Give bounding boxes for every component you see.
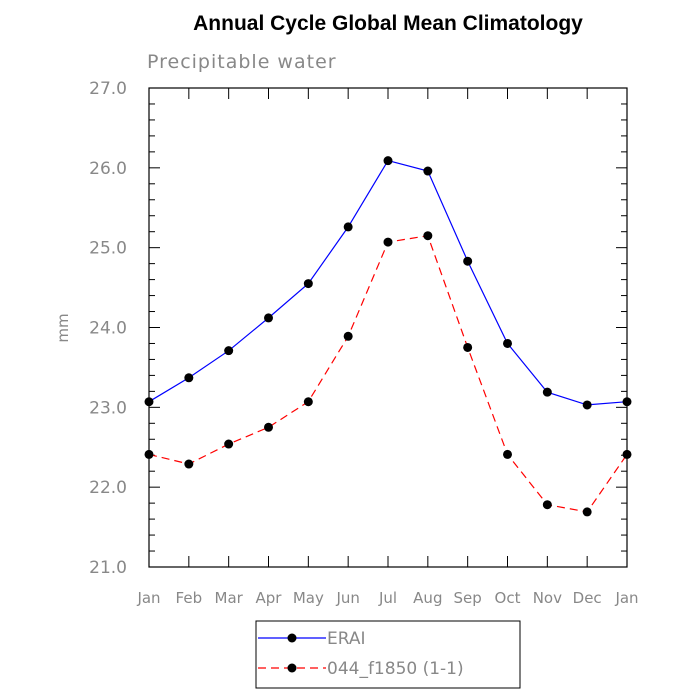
series-1-point bbox=[343, 331, 353, 341]
series-0-point bbox=[503, 338, 512, 348]
y-tick-label: 26.0 bbox=[89, 159, 127, 179]
legend-label-044-f1850: 044_f1850 (1-1) bbox=[327, 659, 464, 679]
y-tick-label: 25.0 bbox=[89, 239, 127, 259]
x-tick-label: Jan bbox=[136, 589, 160, 607]
x-tick-label: Sep bbox=[454, 589, 482, 607]
series-0-point bbox=[582, 400, 592, 410]
y-tick-label: 24.0 bbox=[89, 319, 127, 339]
x-tick-label: Jul bbox=[378, 589, 397, 607]
series-0-point bbox=[264, 313, 273, 323]
x-tick-label: Feb bbox=[176, 589, 203, 607]
x-tick-label: Nov bbox=[533, 589, 562, 607]
series-0-point bbox=[343, 222, 353, 232]
series-0-point bbox=[423, 166, 433, 176]
series-1-point bbox=[503, 449, 512, 459]
series-0-point bbox=[463, 256, 473, 266]
y-tick-label: 22.0 bbox=[89, 478, 127, 498]
y-tick-label: 27.0 bbox=[89, 79, 127, 99]
legend-label-erai: ERAI bbox=[327, 629, 366, 649]
series-1-point bbox=[582, 507, 592, 517]
series-0-point bbox=[303, 279, 313, 289]
series-0-point bbox=[224, 346, 234, 356]
series-line-1 bbox=[148, 235, 628, 513]
x-tick-label: Oct bbox=[495, 589, 521, 607]
legend-marker-erai bbox=[287, 633, 297, 643]
series-1-point bbox=[303, 397, 313, 407]
x-tick-label: Jun bbox=[335, 589, 359, 607]
series-1-point bbox=[224, 439, 234, 449]
y-tick-labels: 21.0 22.0 23.0 24.0 25.0 26.0 27.0 bbox=[89, 79, 127, 578]
series-layer bbox=[144, 156, 632, 517]
chart-title: Annual Cycle Global Mean Climatology bbox=[193, 12, 583, 35]
y-tick-label: 21.0 bbox=[89, 558, 127, 578]
plot-frame bbox=[148, 87, 628, 568]
x-tick-label: Apr bbox=[256, 589, 283, 607]
series-1-point bbox=[264, 422, 273, 432]
series-0-point bbox=[383, 156, 393, 166]
series-1-point bbox=[184, 459, 194, 469]
chart-subtitle: Precipitable water bbox=[147, 51, 337, 73]
x-tick-label: Aug bbox=[413, 589, 442, 607]
legend-marker-044-f1850 bbox=[287, 663, 297, 673]
series-1-point bbox=[423, 231, 433, 241]
series-1-point bbox=[542, 500, 552, 510]
x-tick-label: Mar bbox=[215, 589, 244, 607]
series-1-point bbox=[463, 342, 473, 352]
x-tick-label: Jan bbox=[614, 589, 638, 607]
x-tick-labels: Jan Feb Mar Apr May Jun Jul Aug Sep Oct Nov Dec Jan bbox=[136, 589, 638, 607]
x-tick-label: Dec bbox=[573, 589, 602, 607]
legend: ERAI 044_f1850 (1-1) bbox=[255, 620, 521, 689]
x-tick-label: May bbox=[293, 589, 324, 607]
series-line-0 bbox=[148, 159, 628, 406]
y-tick-label: 23.0 bbox=[89, 398, 127, 418]
series-1-point bbox=[383, 237, 393, 247]
legend-box bbox=[255, 620, 521, 689]
y-axis-label: mm bbox=[54, 313, 72, 342]
series-0-point bbox=[184, 373, 194, 383]
series-0-point bbox=[542, 387, 552, 397]
